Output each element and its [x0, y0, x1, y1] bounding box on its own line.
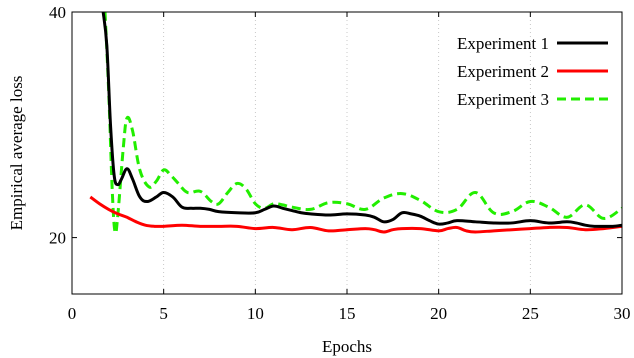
grid-lines	[163, 12, 531, 294]
axis-ticks: 0 5 10 15 20 25 30 20 40	[49, 3, 631, 323]
x-tick-label-30: 30	[614, 304, 631, 323]
series-layer	[89, 12, 622, 235]
legend-label-1: Experiment 1	[457, 34, 549, 53]
x-axis-label: Epochs	[322, 337, 372, 356]
legend: Experiment 1 Experiment 2 Experiment 3	[457, 34, 608, 109]
x-tick-label-10: 10	[247, 304, 264, 323]
legend-label-2: Experiment 2	[457, 62, 549, 81]
y-axis-label: Empirical average loss	[7, 76, 26, 231]
x-tick-label-5: 5	[159, 304, 168, 323]
x-tick-label-20: 20	[430, 304, 447, 323]
series-line-1	[101, 12, 622, 228]
y-tick-label-20: 20	[49, 229, 66, 248]
plot-frame	[71, 11, 623, 295]
series-line-2	[89, 195, 622, 234]
x-tick-label-25: 25	[522, 304, 539, 323]
series-line-3	[103, 12, 622, 235]
x-tick-label-15: 15	[339, 304, 356, 323]
legend-label-3: Experiment 3	[457, 90, 549, 109]
y-tick-label-40: 40	[49, 3, 66, 22]
x-tick-label-0: 0	[68, 304, 77, 323]
